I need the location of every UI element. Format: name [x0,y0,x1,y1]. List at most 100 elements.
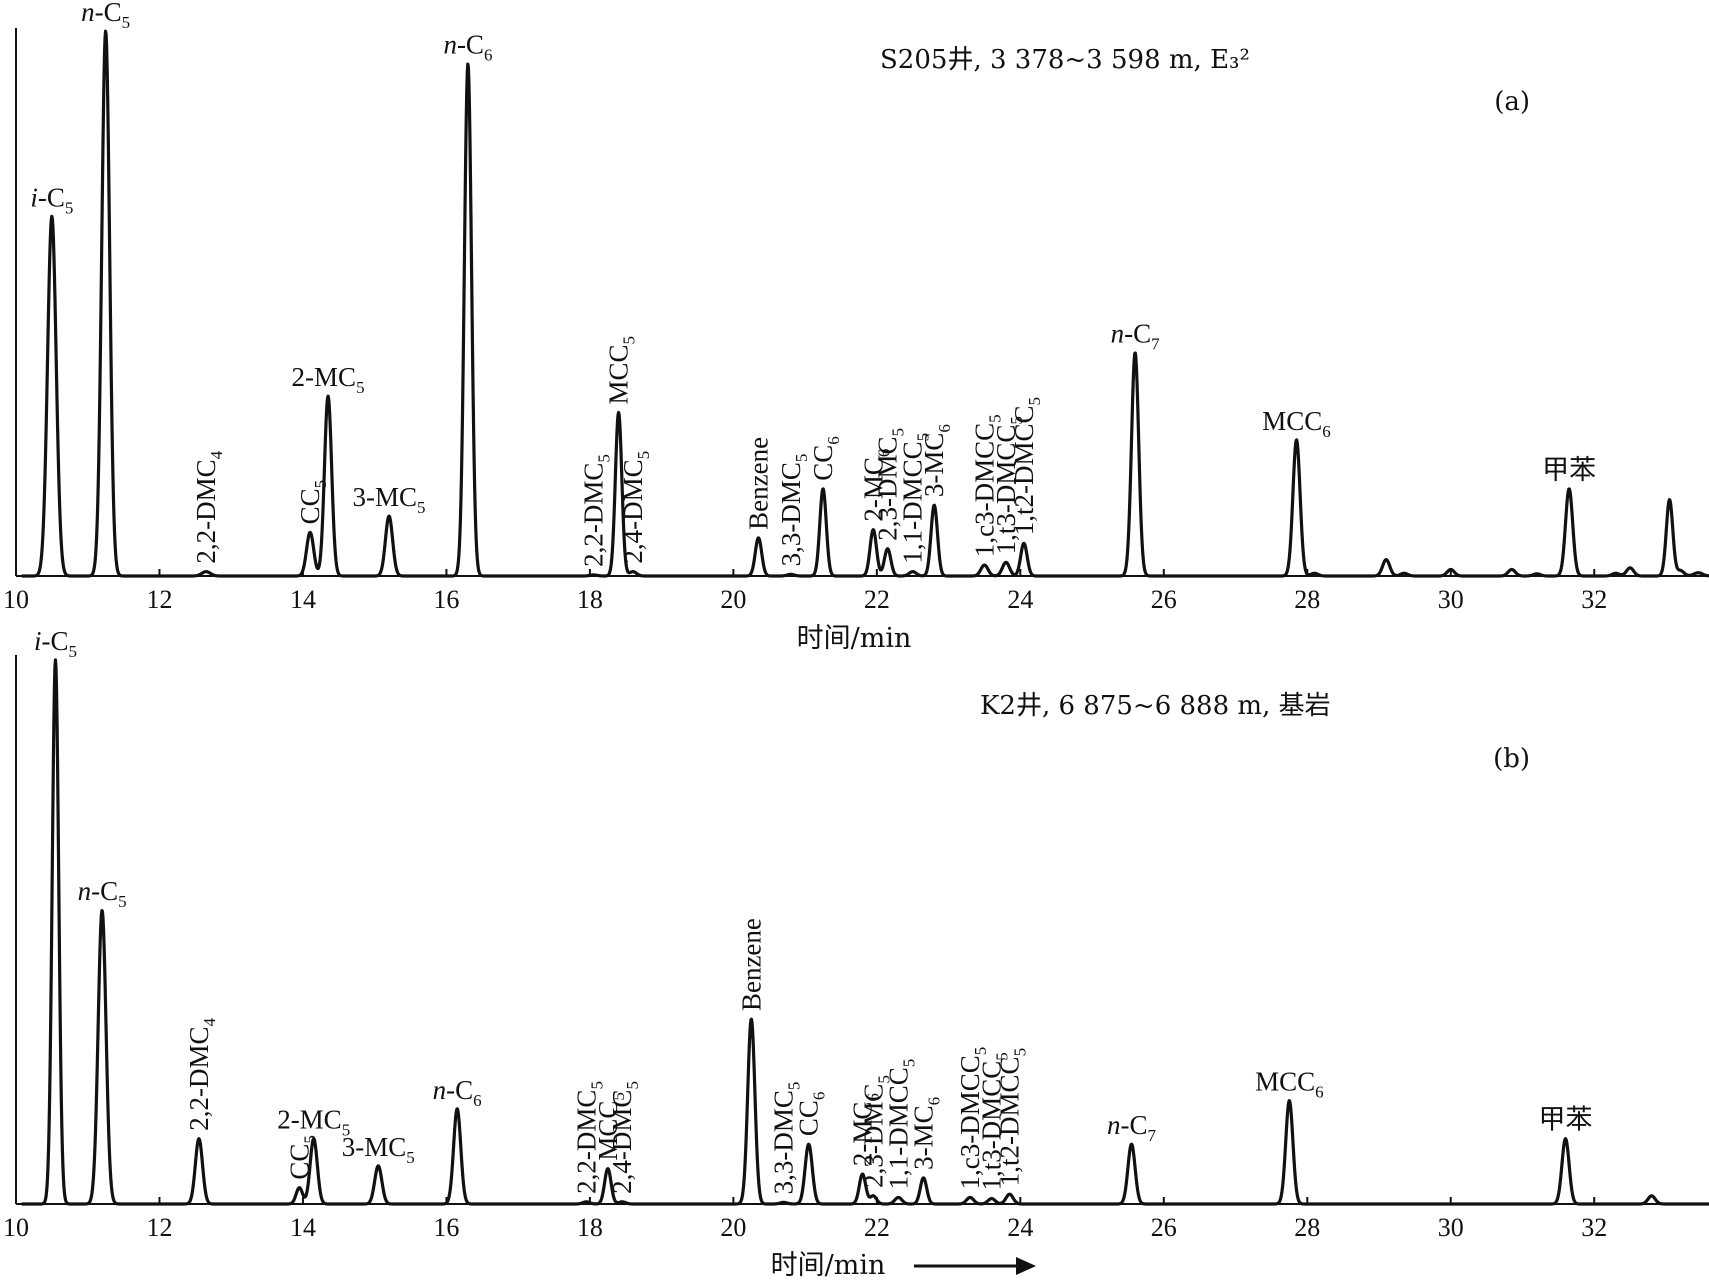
peak-label: CC6 [794,1092,829,1137]
peak-label: n-C7 [1111,319,1161,354]
peak-apex [933,504,936,506]
peak-apex [101,909,103,912]
panel-b-label: (b) [1493,744,1530,774]
peak-label: n-C6 [433,1075,482,1110]
peak-label: 甲苯 [1542,455,1596,485]
peak-apex [585,1201,588,1203]
peak-apex [1005,561,1007,564]
x-tick-label: 16 [433,585,459,614]
x-tick-label: 18 [577,1213,603,1242]
peak-apex [1568,488,1570,490]
peak-label: 2,2-DMC4 [184,1017,219,1130]
x-tick-label: 10 [3,585,29,614]
peak-apex [1134,351,1136,354]
peak-apex [1536,573,1538,575]
peak-label: MCC5 [593,1092,628,1161]
panel-a: S205井, 3 378~3 598 m, E₃² (a) 时间/min 10 1… [3,0,1709,654]
peak-apex [467,62,469,65]
peak-label: 甲苯 [1539,1105,1593,1135]
peak-apex [1614,572,1617,575]
peak-label: 3-MC5 [353,482,426,517]
peak-label: 2,2-DMC5 [571,1081,606,1194]
x-tick-label: 26 [1151,585,1177,614]
peak-label: n-C6 [443,30,492,65]
peak-label: 2,3-DMC5 [858,1075,893,1188]
x-tick-label: 28 [1294,585,1320,614]
peak-apex [911,570,914,573]
x-tick-label: 30 [1438,1213,1464,1242]
peak-apex [309,531,311,534]
x-tick-label: 24 [1007,1213,1033,1242]
chromatogram-trace [20,29,1709,578]
panel-b: K2井, 6 875~6 888 m, 基岩 (b) 时间/min 10 12 14… [3,626,1709,1281]
peak-apex [1295,438,1298,441]
time-arrow [914,1257,1036,1275]
peak-apex [377,1165,380,1167]
peak-label: 2,3-DMC5 [873,428,908,541]
peak-apex [621,1201,623,1203]
peak-apex [1449,568,1452,571]
peak-label: 2,2-DMC4 [191,450,226,563]
peak-apex [1385,558,1387,561]
x-tick-label: 32 [1581,1213,1607,1242]
x-tick-label: 28 [1294,1213,1320,1242]
peak-apex [1510,568,1513,571]
peak-apex [1668,498,1671,501]
peak-label: 2,4-DMC5 [607,1081,642,1194]
peak-label: 2-MC6 [858,449,893,522]
peak-apex [51,215,53,218]
peak-apex [198,1137,200,1140]
peak-apex [861,1173,864,1175]
peak-apex [632,570,634,573]
x-tick-label: 12 [146,585,172,614]
peak-label: n-C7 [1107,1110,1157,1145]
peak-label: MCC6 [1262,406,1331,441]
x-tick-label: 26 [1151,1213,1177,1242]
peak-apex [617,411,620,414]
peak-apex [1403,572,1405,575]
peak-label: MCC6 [1255,1067,1324,1102]
peak-label: 1,t2-DMCC5 [1009,397,1044,535]
peak-label: 2,2-DMC5 [578,454,613,567]
peak-apex [298,1186,301,1189]
peak-apex [607,1167,609,1170]
peak-apex [782,1201,785,1204]
peak-apex [1564,1137,1567,1140]
peak-label: CC5 [284,1135,319,1180]
peak-apex [789,573,792,576]
chromatogram-trace [20,658,1709,1206]
peak-label: 2-MC5 [277,1105,350,1140]
panel-b-info: K2井, 6 875~6 888 m, 基岩 [980,691,1331,721]
peak-apex [104,30,107,32]
peak-apex [388,515,390,517]
panel-a-x-axis-title: 时间/min [797,623,912,654]
peak-apex [822,488,824,490]
panel-a-label: (a) [1494,87,1530,117]
x-tick-label: 30 [1438,585,1464,614]
x-tick-label: 14 [290,1213,316,1242]
peak-label: 3-MC6 [919,424,954,497]
peak-label: i-C5 [34,626,77,661]
x-tick-label: 32 [1581,585,1607,614]
peak-label: 1,c3-DMCC5 [955,1047,990,1190]
panel-b-x-axis-title: 时间/min [771,1250,886,1281]
x-tick-label: 20 [720,1213,746,1242]
peak-apex [1023,542,1025,545]
peak-label: 3-MC6 [908,1097,943,1170]
peak-apex [54,659,57,661]
peak-apex [1679,569,1682,572]
peak-apex [1008,1193,1011,1196]
x-tick-label: 18 [577,585,603,614]
peak-apex [1697,571,1700,574]
peak-apex [757,537,760,539]
peak-label: 3-MC5 [342,1132,415,1167]
x-tick-label: 22 [864,585,890,614]
peak-label: 1,1-DMCC5 [898,433,933,564]
peak-apex [312,1137,315,1140]
x-tick-label: 12 [146,1213,172,1242]
peak-apex [456,1108,458,1110]
peak-apex [872,528,875,531]
panel-a-info: S205井, 3 378~3 598 m, E₃² [880,45,1250,75]
peak-apex [886,547,889,550]
